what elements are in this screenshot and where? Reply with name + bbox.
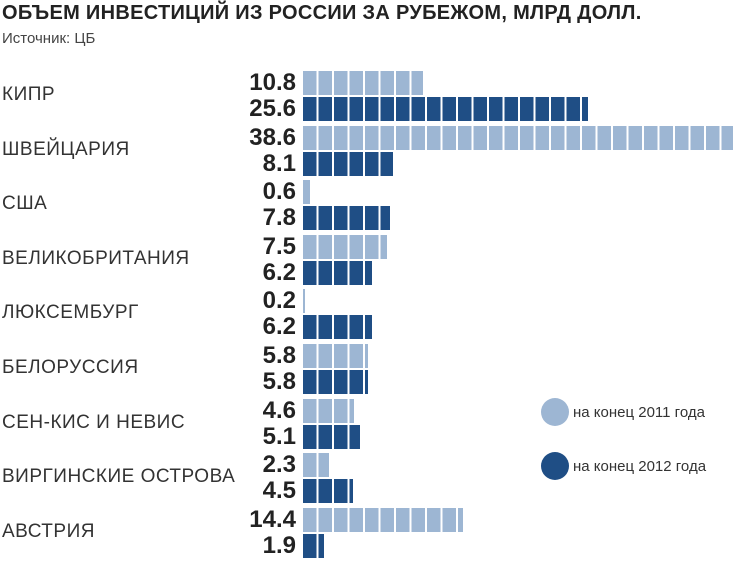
bar-2011 [303, 398, 355, 423]
data-label: 38.6 [249, 123, 296, 151]
data-label: 6.2 [262, 258, 296, 286]
category-label: АВСТРИЯ [2, 520, 95, 542]
category-label: ЛЮКСЕМБУРГ [2, 302, 139, 324]
data-label: 4.6 [262, 396, 296, 424]
category-label: ВЕЛИКОБРИТАНИЯ [2, 247, 190, 269]
data-label: 8.1 [262, 149, 296, 177]
bar-2012 [303, 479, 354, 504]
data-label: 1.9 [262, 531, 296, 559]
data-label: 7.8 [262, 204, 296, 232]
data-label: 25.6 [249, 95, 296, 122]
category-label: БЕЛОРУССИЯ [2, 357, 139, 378]
bar-2012 [303, 424, 360, 449]
data-label: 5.1 [262, 422, 296, 450]
legend-label: на конец 2012 года [573, 457, 707, 475]
data-label: 5.8 [262, 342, 296, 369]
bar-2012 [303, 97, 589, 121]
bar-2011 [303, 507, 464, 532]
bar-2012 [303, 315, 373, 340]
data-label: 14.4 [249, 505, 296, 533]
bar-2011 [303, 453, 329, 478]
bar-2012 [303, 370, 368, 394]
bar-2012 [303, 151, 394, 176]
bar-2011 [303, 125, 733, 150]
legend-item-2012: на конец 2012 года [541, 452, 706, 480]
chart-subtitle: Источник: ЦБ [2, 30, 96, 47]
data-label: 5.8 [262, 368, 296, 395]
data-label: 6.2 [262, 313, 296, 341]
bar-2011 [303, 71, 424, 95]
category-label: ВИРГИНСКИЕ ОСТРОВА [2, 466, 236, 488]
legend-label: на конец 2011 года [573, 403, 705, 421]
bar-2012 [303, 533, 325, 558]
category-label: США [2, 193, 48, 215]
legend-item-2011: на конец 2011 года [541, 398, 705, 426]
bar-2012 [303, 260, 373, 285]
data-label: 2.3 [262, 451, 296, 479]
data-label: 4.5 [262, 477, 296, 505]
bar-2011 [303, 180, 310, 205]
legend-dot-icon [541, 452, 569, 480]
data-label: 0.6 [262, 178, 296, 206]
bar-2011 [303, 344, 368, 368]
category-label: ШВЕЙЦАРИЯ [2, 138, 130, 160]
legend-dot-icon [541, 398, 569, 426]
data-label: 10.8 [249, 69, 296, 96]
data-label: 0.2 [262, 287, 296, 315]
bar-2012 [303, 206, 390, 231]
chart-title: ОБЪЕМ ИНВЕСТИЦИЙ ИЗ РОССИИ ЗА РУБЕЖОМ, М… [2, 2, 642, 24]
category-label: КИПР [2, 84, 56, 105]
bar-2011 [303, 289, 306, 314]
data-label: 7.5 [262, 232, 296, 260]
category-label: СЕН-КИС И НЕВИС [2, 411, 186, 433]
bar-2011 [303, 234, 387, 259]
